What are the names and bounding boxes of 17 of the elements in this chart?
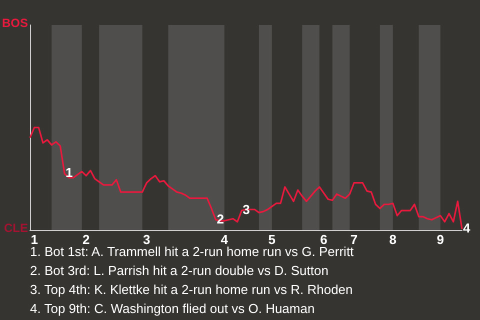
text: 3. Top 4th: K. Klettke hit a 2-run home run vs R. Rhoden: [30, 282, 353, 297]
text: CLE: [4, 221, 28, 235]
x-tick-label: 2: [82, 232, 90, 247]
x-tick-label: 8: [389, 232, 396, 247]
x-tick-label: 1: [30, 232, 38, 247]
text: 2. Bot 3rd: L. Parrish hit a 2-run double vs D. Sutton: [30, 263, 328, 278]
text: 1. Bot 1st: A. Trammell hit a 2-run home run vs G. Perritt: [30, 244, 354, 259]
x-tick-label: 5: [268, 232, 276, 247]
text: 4. Top 9th: C. Washington flied out vs O. Huaman: [30, 301, 315, 316]
text: BOS: [2, 16, 28, 30]
x-tick-label: 3: [143, 232, 150, 247]
x-tick-label: 9: [436, 232, 444, 247]
annotation: 4: [463, 220, 471, 236]
x-tick-label: 6: [320, 232, 328, 247]
x-tick-label: 4: [220, 232, 229, 247]
annotation: 1: [66, 165, 73, 180]
x-tick-label: 7: [350, 232, 358, 247]
